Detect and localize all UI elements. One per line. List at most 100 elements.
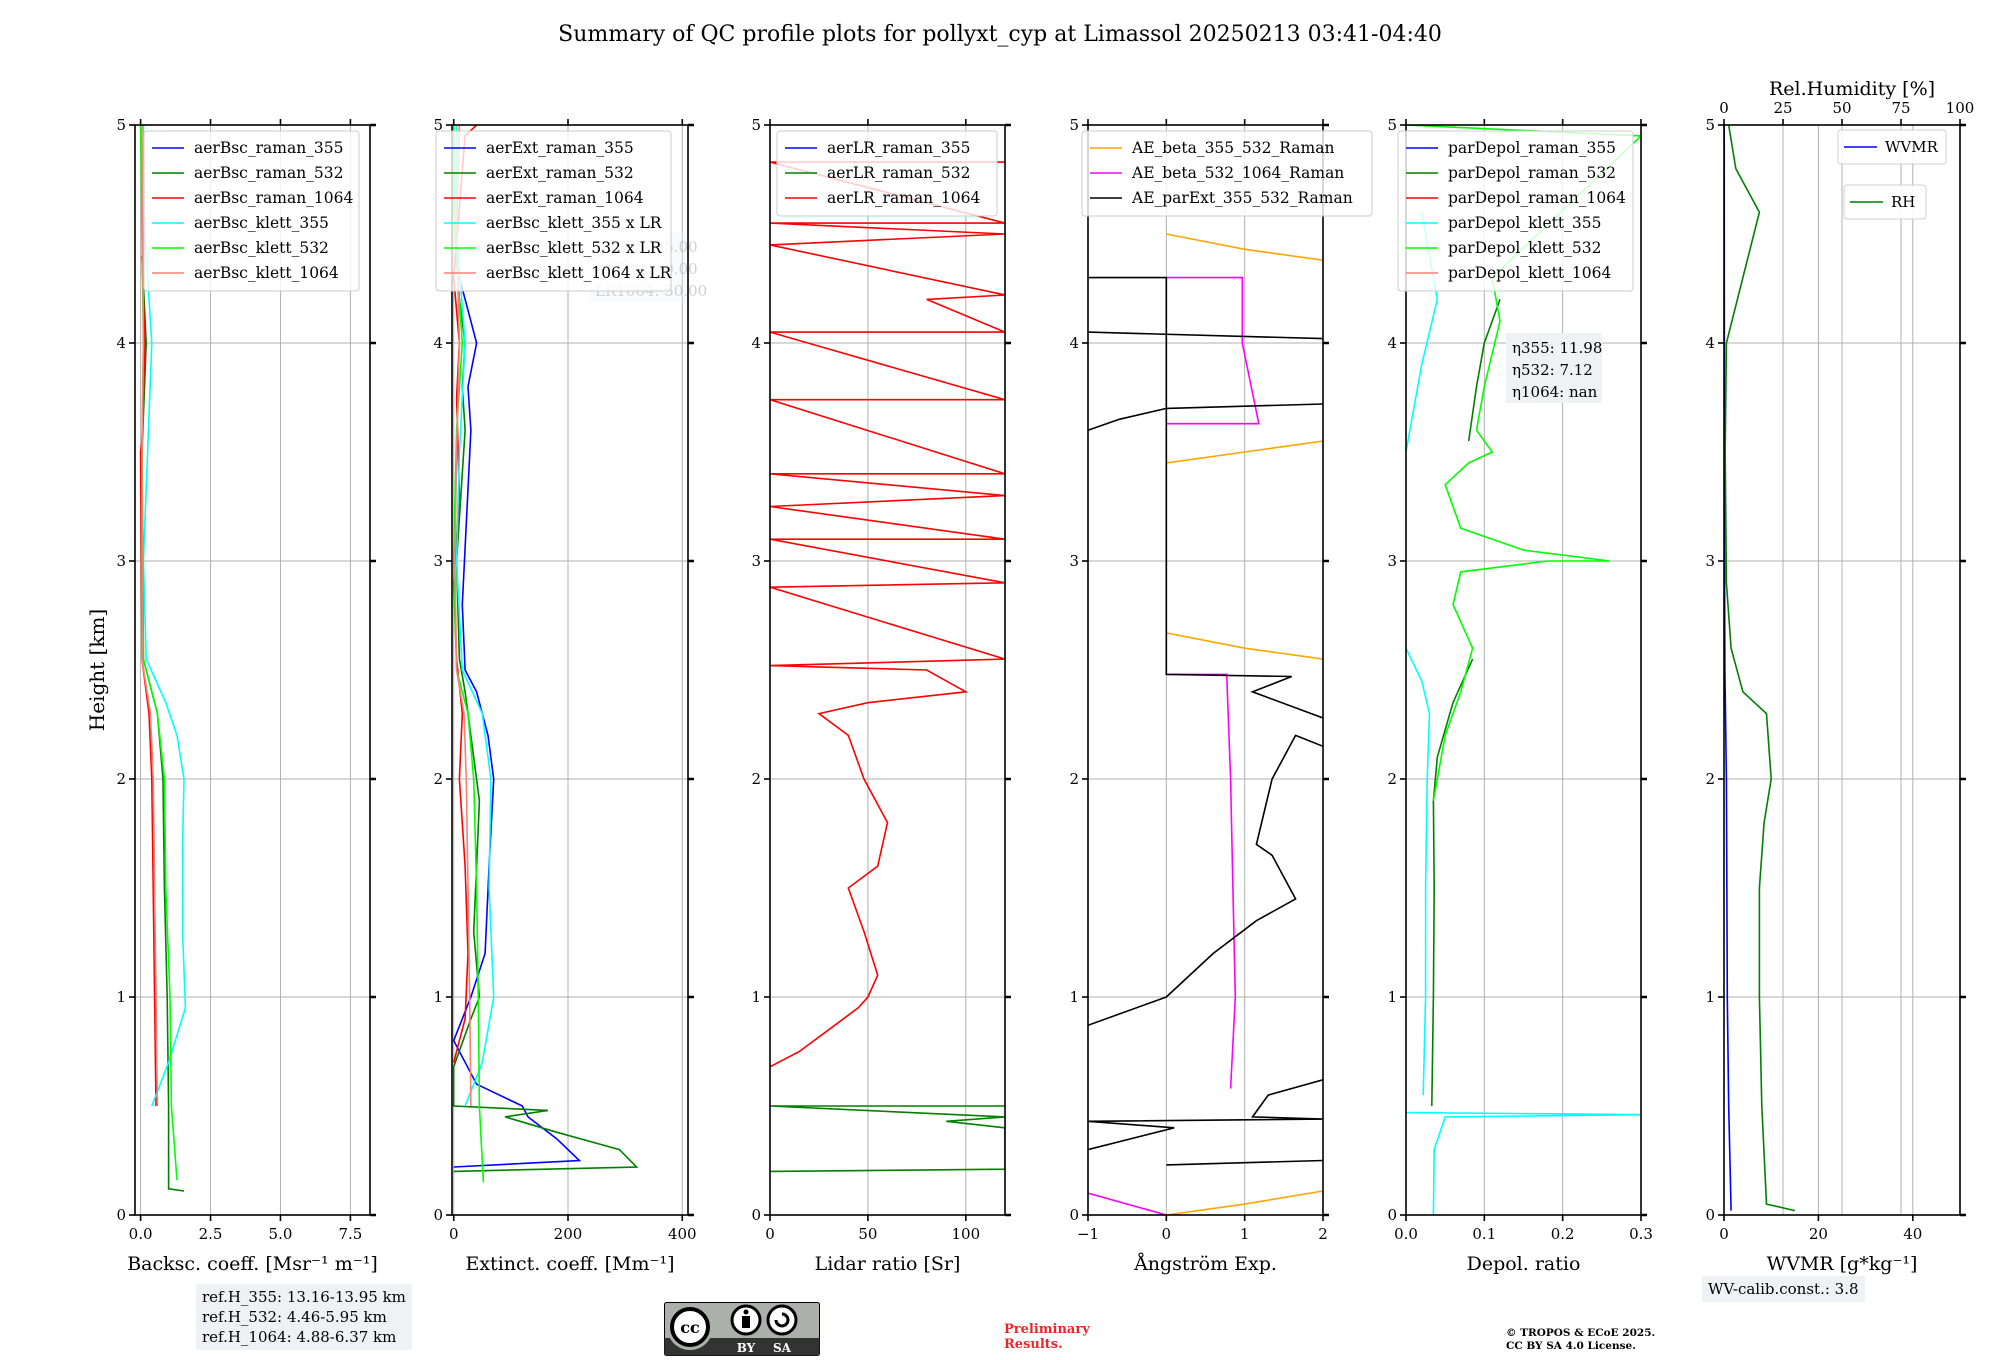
legend: parDepol_raman_355 parDepol_raman_532 parD… [1397, 130, 1634, 292]
legend-label: WVMR [1885, 138, 1939, 156]
legend-label: aerExt_raman_1064 [486, 189, 644, 207]
x-tick-label: 0.0 [129, 1225, 153, 1243]
x-tick-label: 200 [554, 1225, 583, 1243]
y-tick-label: 1 [433, 988, 443, 1006]
series-line-aerbsc-klett-355-x-lr [455, 125, 495, 1107]
ref-height-532: ref.H_532: 4.46-5.95 km [202, 1308, 387, 1326]
x-tick-label: 0 [1719, 1225, 1729, 1243]
grid-lines [1723, 124, 1961, 1216]
legend: aerExt_raman_355 aerExt_raman_532 aerExt_r… [435, 130, 673, 292]
series-group [1406, 125, 1641, 1215]
x-tick-label: 0 [765, 1225, 775, 1243]
legend-label: AE_beta_532_1064_Raman [1131, 164, 1344, 182]
axes-frame [451, 124, 689, 1216]
legend-frame [1397, 130, 1634, 292]
y-tick-label: 4 [433, 334, 443, 352]
figure-title: Summary of QC profile plots for pollyxt_… [558, 22, 1442, 47]
series-group [1724, 125, 1795, 1212]
x-tick-label: 100 [952, 1225, 981, 1243]
x-tick-label: 20 [1809, 1225, 1828, 1243]
legend-label: aerLR_raman_532 [827, 164, 970, 182]
reference-heights-box: ref.H_355: 13.16-13.95 km ref.H_532: 4.4… [196, 1284, 412, 1350]
ref-height-355: ref.H_355: 13.16-13.95 km [202, 1288, 406, 1306]
by-label: BY [737, 1341, 756, 1355]
legend: aerLR_raman_355 aerLR_raman_532 aerLR_rama… [776, 130, 998, 217]
legend: AE_beta_355_532_Raman AE_beta_532_1064_Ra… [1081, 130, 1373, 217]
x-tick-label: 0.0 [1394, 1225, 1418, 1243]
legend: aerBsc_raman_355 aerBsc_raman_532 aerBsc_r… [143, 130, 360, 292]
x-axis-label-top: Rel.Humidity [%] [1769, 78, 1935, 100]
legend-label: aerExt_raman_532 [486, 164, 634, 182]
y-tick-label: 1 [1705, 988, 1715, 1006]
x-tick-label: −1 [1077, 1225, 1099, 1243]
legend-label: parDepol_klett_532 [1448, 239, 1601, 257]
series-line-aerlr-raman-532 [770, 1105, 1005, 1173]
x-axis-label: Lidar ratio [Sr] [815, 1253, 961, 1275]
x-axis-label: Ångström Exp. [1133, 1253, 1277, 1275]
y-tick-label: 1 [1387, 988, 1397, 1006]
x-tick-label: 40 [1903, 1225, 1922, 1243]
attribution-body [742, 1316, 750, 1328]
y-tick-label: 4 [1387, 334, 1397, 352]
series-line-pardepol-klett-532 [1406, 125, 1641, 801]
legend-label: aerBsc_raman_355 [194, 139, 344, 157]
annotation-line: η532: 7.12 [1512, 361, 1593, 379]
y-tick-label: 3 [116, 552, 126, 570]
x-tick-label: 2.5 [199, 1225, 223, 1243]
y-tick-label: 5 [1705, 116, 1715, 134]
x-tick-label: 2 [1318, 1225, 1328, 1243]
y-tick-label: 5 [751, 116, 761, 134]
series-line-aerbsc-klett-355 [142, 125, 187, 1107]
y-tick-label: 3 [1705, 552, 1715, 570]
legend-frame [435, 130, 672, 292]
legend-label: aerBsc_klett_532 [194, 239, 329, 257]
x-tick-label: 7.5 [338, 1225, 362, 1243]
series-line-rh [1724, 125, 1795, 1212]
legend-frame [776, 130, 998, 217]
series-line-aerext-raman-532 [452, 255, 639, 1173]
y-tick-label: 3 [1387, 552, 1397, 570]
legend-label: aerLR_raman_355 [827, 139, 970, 157]
series-line-aerbsc-klett-532-x-lr [452, 125, 485, 1183]
axes-frame [1087, 124, 1324, 1216]
y-tick-label: 4 [751, 334, 761, 352]
series-line-wvmr [1724, 125, 1732, 1211]
x-tick-label: 0.2 [1551, 1225, 1575, 1243]
y-tick-label: 2 [433, 770, 443, 788]
panel-depol: 0 1 2 3 4 5 0.0 0.1 0.2 0.3 Depol. ratio η355: 11.9… [1387, 116, 1652, 1275]
y-tick-label: 2 [116, 770, 126, 788]
copyright-line-1: © TROPOS & ECoE 2025. [1506, 1327, 1656, 1339]
y-tick-label: 0 [751, 1206, 761, 1224]
x-tick-label-top: 50 [1832, 99, 1851, 117]
x-tick-label: 0 [449, 1225, 459, 1243]
series-line-pardepol-raman-532 [1431, 299, 1501, 1107]
series-line-ae-parext-355-532-raman [1088, 276, 1323, 1166]
x-tick-label-top: 0 [1719, 99, 1729, 117]
legend-label: aerBsc_klett_1064 [194, 264, 339, 282]
copyright-line-2: CC BY SA 4.0 License. [1506, 1340, 1636, 1352]
x-tick-label: 1 [1240, 1225, 1250, 1243]
x-axis-label: WVMR [g*kg⁻¹] [1767, 1253, 1918, 1275]
annotation-line: η355: 11.98 [1512, 339, 1602, 357]
legend-label: parDepol_raman_532 [1448, 164, 1616, 182]
y-tick-label: 4 [1705, 334, 1715, 352]
y-tick-label: 0 [1069, 1206, 1079, 1224]
y-tick-label: 0 [1705, 1206, 1715, 1224]
series-line-aerbsc-klett-1064-x-lr [454, 125, 472, 1107]
y-tick-label: 4 [116, 334, 126, 352]
legend-rh: RH [1843, 184, 1927, 220]
x-tick-label-top: 100 [1946, 99, 1975, 117]
legend-label: aerBsc_klett_532 x LR [486, 239, 663, 257]
grid-lines [769, 124, 1005, 1216]
legend-frame [1843, 184, 1927, 220]
cc-by-sa-license-icon: cc BY SA [664, 1302, 820, 1356]
x-tick-label: 0.1 [1472, 1225, 1496, 1243]
y-tick-label: 1 [1069, 988, 1079, 1006]
cc-circle [670, 1307, 710, 1347]
legend-label: parDepol_raman_355 [1448, 139, 1616, 157]
legend-label: parDepol_raman_1064 [1448, 189, 1626, 207]
